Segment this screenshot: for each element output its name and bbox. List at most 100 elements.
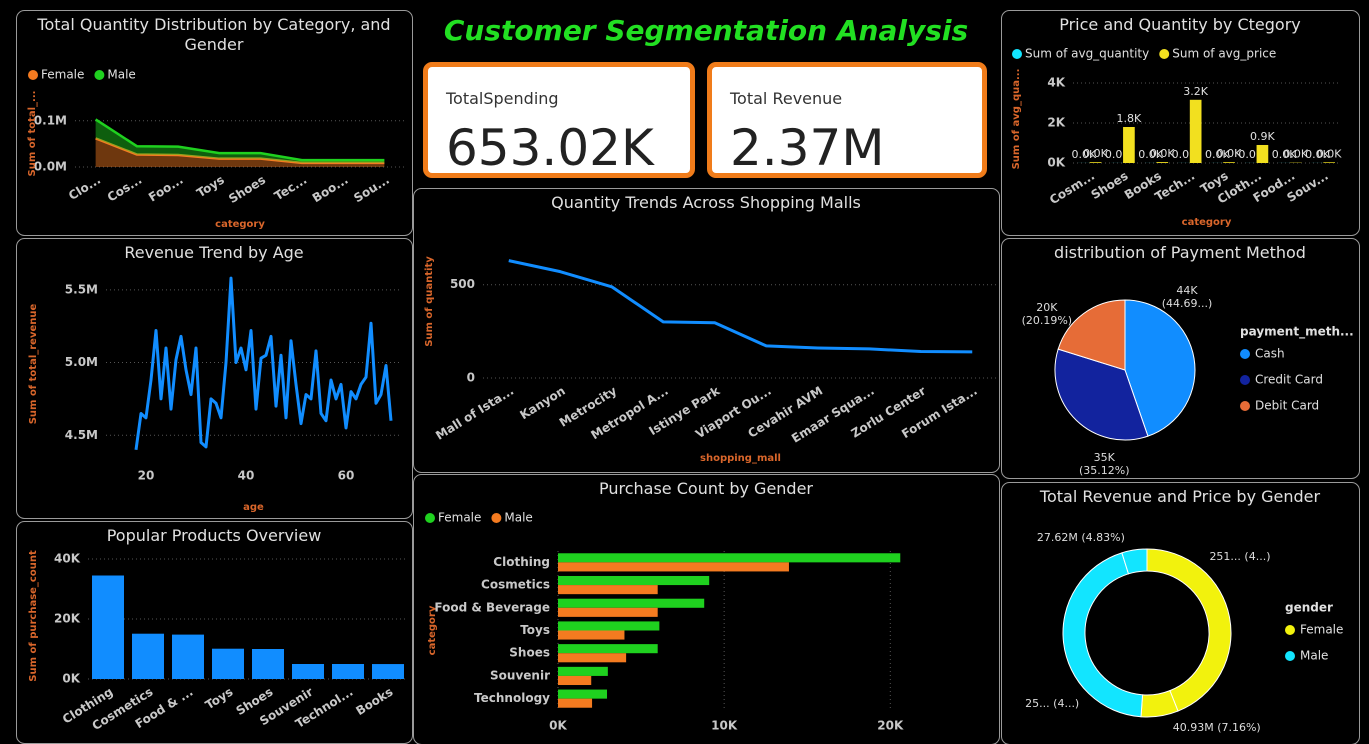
legend-marker: [1012, 49, 1022, 59]
x-tick-label: 10K: [711, 719, 738, 733]
legend-label: Male: [504, 511, 532, 525]
bar: [92, 575, 124, 679]
legend-marker: [94, 70, 105, 80]
y-tick-label: 0.1M: [34, 113, 67, 127]
kpi-label: Total Revenue: [730, 89, 843, 108]
bar: [558, 621, 660, 631]
legend-label: Sum of avg_price: [1172, 47, 1276, 61]
panel-title: Quantity Trends Across Shopping Malls: [551, 193, 861, 212]
dashboard-title: Customer Segmentation Analysis: [443, 14, 969, 47]
y-tick-label: Food & Beverage: [434, 600, 550, 614]
data-label: 25... (4...): [1025, 696, 1080, 710]
data-label: 27.62M (4.83%): [1036, 530, 1125, 544]
legend-label: Male: [107, 68, 135, 82]
data-label: 0.0K: [1150, 147, 1175, 160]
y-axis-title: Sum of total_...: [27, 91, 38, 177]
bar: [372, 664, 404, 679]
legend-label: Sum of avg_quantity: [1025, 47, 1149, 61]
legend-title: payment_meth...: [1240, 325, 1354, 340]
bar: [558, 562, 789, 572]
legend-label: Male: [1300, 649, 1328, 663]
y-tick-label: 5.5M: [65, 282, 98, 296]
bar: [1089, 162, 1102, 163]
bar: [1223, 162, 1235, 163]
legend-label: Debit Card: [1255, 399, 1319, 413]
legend-marker: [1240, 349, 1250, 359]
bar: [332, 664, 364, 679]
legend-marker: [1285, 625, 1295, 635]
panel: [16, 238, 413, 519]
bar: [558, 644, 658, 654]
bar: [558, 585, 658, 595]
panel-title: Price and Quantity by Ctegory: [1059, 15, 1301, 34]
data-label: 1.8K: [1117, 112, 1142, 125]
y-axis-title: Sum of total_revenue: [28, 304, 39, 425]
y-tick-label: Technology: [474, 691, 550, 705]
bar: [558, 553, 901, 563]
legend-label: Female: [1300, 623, 1343, 637]
slice: [1124, 299, 1196, 437]
legend-title: gender: [1285, 601, 1333, 615]
legend-label: Cash: [1255, 347, 1285, 361]
slice: [1121, 548, 1148, 575]
y-axis-title: Sum of purchase_count: [28, 550, 39, 682]
y-tick-label: 5.0M: [65, 355, 98, 369]
y-axis-title: category: [427, 605, 438, 655]
line: [508, 259, 973, 354]
x-axis-title: category: [1182, 217, 1232, 228]
bar: [212, 648, 244, 679]
legend-label: Female: [41, 68, 84, 82]
panel-title: Total Quantity Distribution by Category,…: [37, 15, 391, 54]
y-tick-label: 0.0M: [34, 160, 67, 174]
data-label: 0.0K: [1283, 148, 1308, 161]
data-label: 0.0K: [1071, 148, 1096, 161]
y-tick-label: Souvenir: [490, 668, 550, 682]
data-label: 0.0K: [1205, 148, 1230, 161]
kpi-label: TotalSpending: [446, 89, 559, 108]
data-label: 0.0K: [1217, 147, 1242, 160]
slice: [1057, 299, 1126, 371]
y-tick-label: 500: [450, 277, 475, 291]
y-tick-label: 4K: [1047, 76, 1065, 90]
data-label: 251... (4...): [1209, 550, 1271, 564]
y-tick-label: 40K: [54, 552, 81, 566]
data-label: 40.93M (7.16%): [1172, 720, 1261, 734]
x-axis-title: category: [215, 219, 265, 230]
y-tick-label: 0K: [1047, 156, 1065, 170]
kpi-value: 2.37M: [730, 119, 885, 177]
panel-title: Revenue Trend by Age: [124, 243, 304, 262]
panel: [1001, 10, 1360, 236]
x-tick-label: 20K: [877, 719, 904, 733]
bar: [1256, 144, 1269, 163]
bar: [558, 607, 658, 617]
legend-marker: [491, 513, 502, 523]
y-axis-title: Sum of quantity: [424, 256, 435, 347]
legend-marker: [1285, 651, 1295, 661]
bar: [558, 666, 608, 676]
x-axis-title: shopping_mall: [700, 453, 781, 464]
legend-marker: [425, 513, 435, 523]
bar: [558, 575, 710, 586]
x-tick-label: 20: [138, 469, 155, 483]
legend-label: Credit Card: [1255, 373, 1323, 387]
panel-title: distribution of Payment Method: [1054, 243, 1306, 262]
kpi-card: TotalSpending 653.02K: [423, 62, 695, 178]
panel: [16, 10, 413, 236]
area-line: [94, 118, 385, 162]
legend-label: Female: [438, 511, 481, 525]
y-tick-label: Cosmetics: [481, 578, 550, 592]
line: [134, 276, 393, 451]
kpi-value: 653.02K: [446, 119, 654, 177]
y-tick-label: 0: [467, 371, 475, 385]
data-label: 20K (20.19%): [1021, 301, 1073, 328]
bar: [172, 634, 204, 679]
bar: [1189, 99, 1202, 163]
x-tick-label: 40: [238, 469, 255, 483]
x-axis-title: age: [243, 502, 264, 513]
y-tick-label: Toys: [520, 623, 550, 637]
bar: [558, 698, 593, 708]
kpi-card: Total Revenue 2.37M: [707, 62, 987, 178]
slice: [1054, 348, 1149, 441]
panel: [413, 188, 1000, 473]
